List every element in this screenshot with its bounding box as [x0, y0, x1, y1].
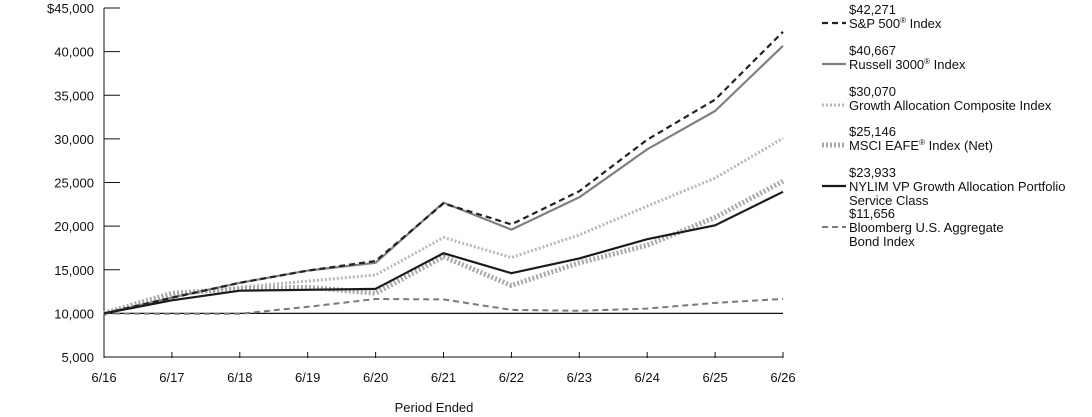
- line-chart: 5,000 10,000 15,000 20,000 25,000 30,000 35,00…: [47, 1, 796, 415]
- series-lines: [103, 31, 785, 316]
- legend-item-eafe: $25,146 MSCI EAFE® Index (Net): [822, 125, 1092, 166]
- legend-registered-mark: ®: [919, 138, 925, 148]
- legend-name-suffix: Index: [930, 56, 966, 72]
- x-tick-label: 6/20: [363, 370, 388, 385]
- legend-text: $30,070 Growth Allocation Composite Index: [849, 83, 1052, 113]
- legend-value: $42,271: [849, 2, 896, 17]
- legend-swatch-nylim: [822, 185, 846, 188]
- legend-value: $40,667: [849, 42, 896, 58]
- legend: $42,271 S&P 500® Index $40,667 Russell 3000…: [822, 3, 1092, 248]
- x-axis-label: Period Ended: [395, 400, 474, 415]
- legend-text: $42,271 S&P 500® Index: [849, 3, 941, 31]
- legend-series-name: NYLIM VP Growth Allocation Portfolio: [849, 180, 1066, 194]
- x-tick-label: 6/26: [770, 370, 795, 385]
- legend-value: $25,146: [849, 124, 896, 140]
- legend-series-name: MSCI EAFE® Index (Net): [849, 139, 993, 153]
- legend-value: $30,070: [849, 83, 896, 99]
- legend-swatch-russell: [822, 62, 846, 65]
- x-tick-label: 6/19: [295, 370, 320, 385]
- legend-item-bloomberg: $11,656 Bloomberg U.S. Aggregate Bond Inde…: [822, 205, 1092, 249]
- x-tick-label: 6/18: [227, 370, 252, 385]
- series-line-russell: [103, 45, 784, 315]
- series-line-eafe: [103, 178, 785, 316]
- y-axis-ticks: 5,000 10,000 15,000 20,000 25,000 30,000 35,00…: [47, 1, 120, 365]
- legend-registered-mark: ®: [924, 56, 931, 66]
- legend-series-name: Russell 3000® Index: [849, 56, 966, 72]
- legend-name-main: Russell 3000: [849, 56, 925, 72]
- legend-swatch-bloomberg: [822, 225, 846, 228]
- legend-value: $23,933: [849, 165, 896, 181]
- y-tick-label: 15,000: [54, 263, 94, 278]
- legend-name-suffix: Index: [906, 16, 942, 31]
- legend-swatch-sp500: [822, 21, 846, 25]
- x-tick-label: 6/21: [431, 370, 456, 385]
- legend-name-main: NYLIM VP Growth Allocation Portfolio: [849, 179, 1066, 195]
- series-line-nylim: [103, 190, 784, 315]
- y-tick-label: $45,000: [47, 1, 94, 16]
- x-tick-label: 6/16: [91, 370, 116, 385]
- legend-name-main: Growth Allocation Composite Index: [849, 97, 1052, 113]
- legend-name-line2: Bond Index: [849, 233, 915, 249]
- legend-item-nylim: $23,933 NYLIM VP Growth Allocation Portfo…: [822, 166, 1092, 208]
- legend-name-main: S&P 500: [849, 16, 901, 31]
- legend-text: $40,667 Russell 3000® Index: [849, 42, 966, 72]
- legend-swatch-growthcomp: [822, 103, 846, 107]
- y-tick-label: 10,000: [54, 306, 94, 321]
- legend-name-main: MSCI EAFE: [849, 138, 920, 154]
- x-tick-label: 6/22: [499, 370, 524, 385]
- legend-name-main: Bloomberg U.S. Aggregate: [849, 219, 1004, 235]
- series-line-growthcomp: [103, 137, 784, 315]
- legend-name-suffix: Index (Net): [924, 138, 993, 154]
- legend-series-name: S&P 500® Index: [849, 17, 941, 31]
- y-tick-label: 20,000: [54, 219, 94, 234]
- legend-item-growthcomp: $30,070 Growth Allocation Composite Index: [822, 83, 1092, 126]
- x-tick-label: 6/23: [567, 370, 592, 385]
- y-tick-label: 35,000: [54, 88, 94, 103]
- legend-value: $11,656: [849, 205, 896, 221]
- y-tick-label: 30,000: [54, 132, 94, 147]
- legend-text: $11,656 Bloomberg U.S. Aggregate Bond Inde…: [849, 205, 1004, 249]
- x-tick-label: 6/25: [702, 370, 727, 385]
- x-tick-label: 6/24: [635, 370, 660, 385]
- y-tick-label: 5,000: [61, 350, 94, 365]
- legend-swatch-eafe: [822, 142, 846, 148]
- legend-text: $23,933 NYLIM VP Growth Allocation Portfo…: [849, 166, 1066, 208]
- legend-item-sp500: $42,271 S&P 500® Index: [822, 3, 1092, 44]
- x-axis-ticks: 6/16 6/17 6/18 6/19 6/20 6/21 6/22 6/23 6/24 6/25…: [91, 352, 796, 385]
- legend-name-line2: Service Class: [849, 193, 929, 209]
- x-tick-label: 6/17: [159, 370, 184, 385]
- series-line-sp500: [103, 31, 784, 315]
- legend-item-russell: $40,667 Russell 3000® Index: [822, 42, 1092, 85]
- legend-text: $25,146 MSCI EAFE® Index (Net): [849, 125, 993, 153]
- legend-registered-mark: ®: [900, 16, 906, 25]
- series-line-bloomberg: [103, 297, 784, 315]
- legend-series-name: Growth Allocation Composite Index: [849, 97, 1052, 113]
- y-tick-label: 40,000: [54, 45, 94, 60]
- y-tick-label: 25,000: [54, 176, 94, 191]
- legend-series-name: Bloomberg U.S. Aggregate: [849, 219, 1004, 235]
